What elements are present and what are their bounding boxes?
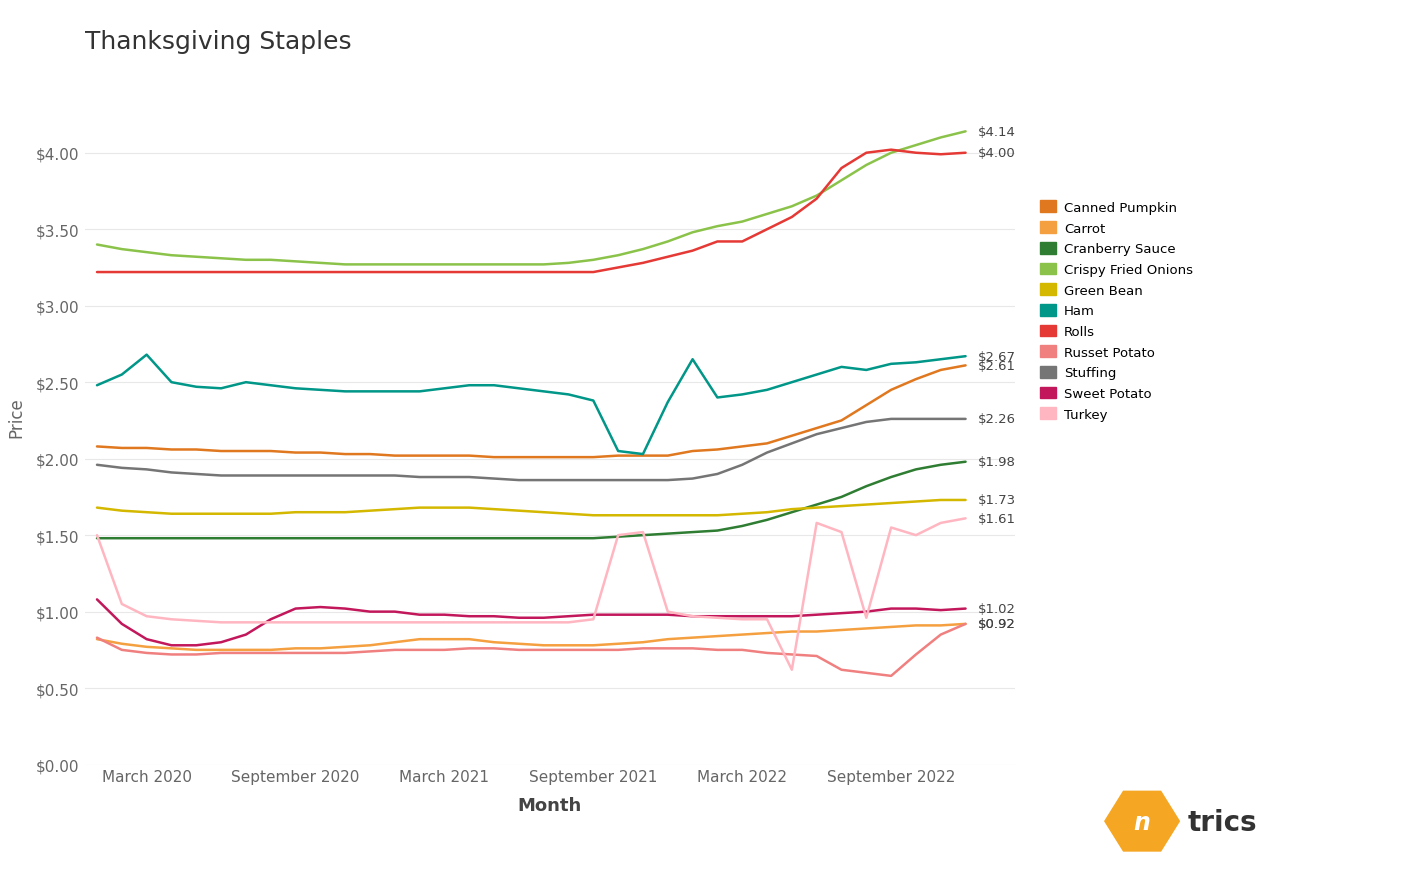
Y-axis label: Price: Price	[7, 397, 25, 437]
X-axis label: Month: Month	[517, 796, 582, 813]
Text: $2.26: $2.26	[979, 413, 1017, 426]
Text: $1.02: $1.02	[979, 602, 1017, 615]
Legend: Canned Pumpkin, Carrot, Cranberry Sauce, Crispy Fried Onions, Green Bean, Ham, R: Canned Pumpkin, Carrot, Cranberry Sauce,…	[1041, 202, 1193, 421]
Text: $4.00: $4.00	[979, 147, 1015, 160]
Text: n: n	[1134, 811, 1151, 834]
Text: $4.14: $4.14	[979, 126, 1015, 139]
Text: $0.92: $0.92	[979, 618, 1015, 631]
Text: $1.98: $1.98	[979, 455, 1015, 468]
Text: $2.67: $2.67	[979, 350, 1017, 363]
Text: $0.92: $0.92	[979, 618, 1015, 631]
Text: $2.61: $2.61	[979, 360, 1017, 373]
Text: Thanksgiving Staples: Thanksgiving Staples	[85, 30, 351, 54]
Text: $1.61: $1.61	[979, 512, 1017, 525]
Text: trics: trics	[1187, 808, 1256, 837]
Text: $1.73: $1.73	[979, 494, 1017, 507]
